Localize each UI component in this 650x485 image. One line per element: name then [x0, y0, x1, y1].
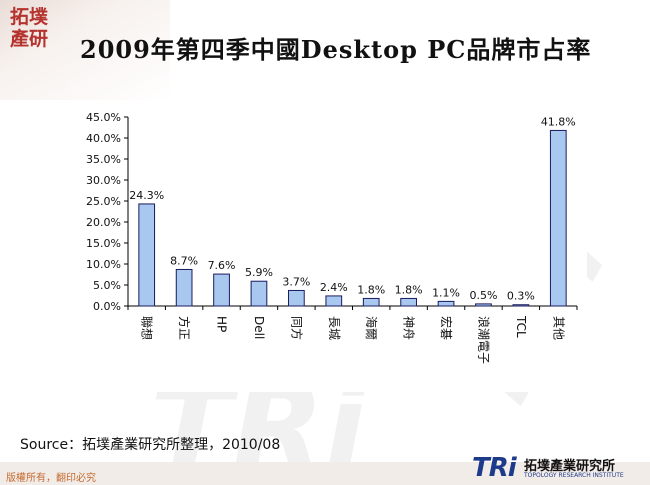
- slide-title: 2009年第四季中國Desktop PC品牌市占率: [80, 35, 592, 64]
- corner-shade: [0, 0, 170, 100]
- bar: [325, 295, 343, 307]
- y-tick-label: 20.0%: [86, 216, 121, 229]
- y-tick-label: 30.0%: [86, 174, 121, 187]
- data-label: 1.1%: [432, 286, 460, 299]
- category-label: 長城: [327, 316, 341, 340]
- category-label: Dell: [252, 316, 266, 339]
- category-label: HP: [215, 316, 229, 332]
- y-tick-label: 10.0%: [86, 258, 121, 271]
- category-label: 神舟: [402, 316, 416, 340]
- category-label: 聯想: [140, 316, 155, 340]
- bar: [512, 304, 530, 307]
- data-label: 2.4%: [320, 281, 348, 294]
- brand-logo-line-1: 拓墣: [10, 6, 49, 28]
- y-tick-label: 35.0%: [86, 153, 121, 166]
- data-label: 7.6%: [208, 259, 236, 272]
- y-tick-label: 40.0%: [86, 132, 121, 145]
- category-label: 方正: [177, 316, 192, 340]
- bar: [175, 268, 193, 307]
- y-tick-label: 0.0%: [93, 300, 121, 313]
- category-label: 其他: [551, 316, 565, 340]
- bar: [437, 300, 455, 307]
- data-label: 0.5%: [469, 289, 497, 302]
- bar: [475, 303, 492, 307]
- footer-logo-chinese: 拓墣產業研究所: [524, 459, 616, 474]
- category-label: 海爾: [364, 316, 379, 340]
- bar: [549, 129, 567, 307]
- category-label: TCL: [514, 315, 528, 338]
- y-tick-label: 15.0%: [86, 237, 121, 250]
- brand-logo: 拓墣 產研: [4, 4, 66, 54]
- category-label: 同方: [289, 316, 304, 340]
- category-label: 浪潮電子: [476, 316, 491, 364]
- data-label: 1.8%: [357, 283, 385, 296]
- bar: [138, 203, 156, 307]
- bar: [400, 297, 417, 307]
- bar: [213, 273, 230, 307]
- data-label: 3.7%: [282, 275, 310, 288]
- bar: [362, 297, 380, 307]
- data-label: 41.8%: [541, 115, 576, 128]
- footer-band: [0, 462, 650, 485]
- data-label: 5.9%: [245, 266, 273, 279]
- footer-logo: TRi 拓墣產業研究所 TOPOLOGY RESEARCH INSTITUTE: [472, 453, 647, 485]
- y-tick-label: 25.0%: [86, 195, 121, 208]
- y-tick-label: 5.0%: [93, 279, 121, 292]
- data-label: 8.7%: [170, 254, 198, 267]
- bar-chart: 0.0% 5.0% 10.0% 15.0% 20.0% 25.0% 30.0% 35.0% 40…: [86, 111, 578, 364]
- copyright-notice: 版權所有，翻印必究: [6, 473, 96, 484]
- category-label: 宏碁: [439, 316, 454, 340]
- chart-panel: 0.0% 5.0% 10.0% 15.0% 20.0% 25.0% 30.0% 35.0% 40…: [75, 100, 587, 392]
- brand-logo-line-2: 產研: [10, 28, 49, 50]
- data-label: 1.8%: [395, 283, 423, 296]
- bar: [288, 289, 305, 307]
- footer-logo-mark: TRi: [472, 453, 517, 483]
- y-tick-label: 45.0%: [86, 111, 121, 124]
- footer-logo-english: TOPOLOGY RESEARCH INSTITUTE: [524, 472, 624, 479]
- source-note: Source：拓墣產業研究所整理，2010/08: [20, 437, 281, 453]
- data-label: 0.3%: [507, 290, 535, 303]
- data-label: 24.3%: [129, 189, 164, 202]
- bar: [250, 280, 268, 307]
